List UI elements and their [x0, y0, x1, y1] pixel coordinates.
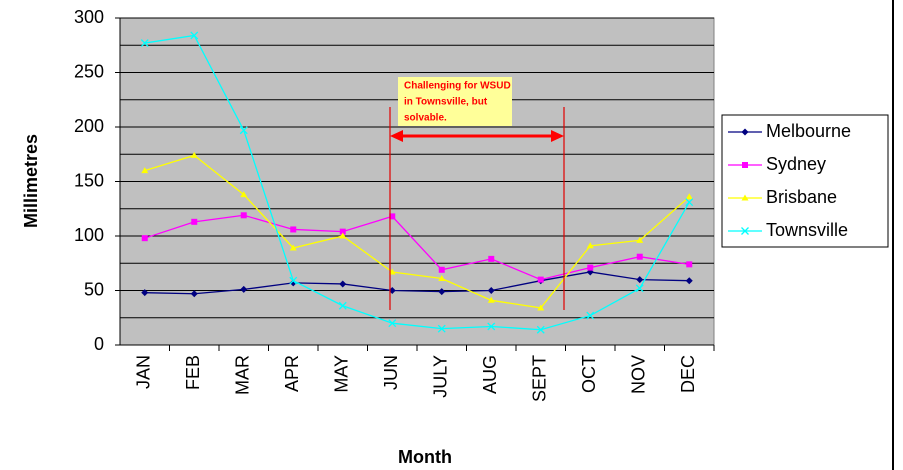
- marker: [438, 288, 446, 296]
- marker: [240, 212, 247, 219]
- marker: [339, 228, 346, 235]
- marker: [437, 324, 446, 333]
- y-tick-label: 50: [84, 279, 104, 299]
- marker: [537, 276, 544, 283]
- y-axis-title: Millimetres: [21, 134, 41, 228]
- x-tick-label: MAY: [332, 355, 352, 393]
- marker: [636, 276, 644, 284]
- marker: [339, 232, 347, 239]
- marker: [240, 285, 248, 293]
- x-tick-label: NOV: [629, 355, 649, 394]
- annotation: solvable.: [404, 113, 447, 124]
- x-tick-label: JAN: [134, 355, 154, 389]
- marker: [537, 304, 545, 311]
- marker: [685, 277, 693, 285]
- marker: [686, 261, 693, 268]
- marker: [190, 151, 198, 158]
- marker: [636, 236, 644, 243]
- marker: [388, 319, 397, 328]
- y-tick-label: 250: [74, 61, 104, 81]
- marker: [488, 255, 495, 262]
- marker: [487, 322, 496, 331]
- legend-label: Townsville: [766, 220, 848, 240]
- marker: [741, 227, 749, 235]
- x-tick-label: FEB: [183, 355, 203, 390]
- legend-label: Melbourne: [766, 121, 851, 141]
- marker: [389, 213, 396, 220]
- y-tick-label: 200: [74, 116, 104, 136]
- marker: [636, 253, 643, 260]
- series-line: [144, 154, 690, 309]
- marker: [339, 280, 347, 288]
- marker: [685, 198, 694, 207]
- x-tick-label: APR: [282, 355, 302, 392]
- legend: [721, 114, 889, 248]
- marker: [140, 39, 149, 48]
- x-tick-label: DEC: [678, 355, 698, 393]
- marker: [587, 264, 594, 271]
- marker: [487, 287, 495, 294]
- marker: [438, 266, 445, 273]
- x-tick-label: MAR: [233, 355, 253, 395]
- marker: [536, 325, 545, 334]
- marker: [742, 162, 748, 168]
- marker: [190, 31, 199, 40]
- marker: [289, 276, 298, 285]
- marker: [685, 193, 693, 200]
- series-line: [144, 271, 690, 295]
- marker: [239, 126, 248, 135]
- x-tick-label: SEPT: [530, 355, 550, 402]
- marker: [741, 194, 749, 201]
- series-line: [144, 214, 690, 281]
- marker: [438, 275, 446, 282]
- y-tick-label: 100: [74, 225, 104, 245]
- marker: [586, 242, 594, 249]
- marker: [338, 301, 347, 310]
- x-tick-label: OCT: [579, 355, 599, 393]
- annotation: Challenging for WSUD: [404, 81, 511, 92]
- marker: [289, 244, 297, 251]
- x-axis-title: Month: [398, 447, 452, 467]
- marker: [141, 167, 149, 174]
- x-tick-label: JULY: [431, 355, 451, 398]
- series-line: [144, 34, 690, 331]
- arrow-head: [390, 130, 403, 142]
- marker: [240, 191, 248, 198]
- y-tick-label: 150: [74, 170, 104, 190]
- marker: [141, 289, 149, 297]
- marker: [290, 226, 297, 233]
- y-tick-label: 0: [94, 334, 104, 354]
- annotation-box: [398, 77, 512, 126]
- marker: [190, 290, 198, 298]
- marker: [191, 218, 198, 225]
- arrow-head: [551, 130, 564, 142]
- legend-label: Brisbane: [766, 187, 837, 207]
- marker: [487, 296, 495, 303]
- marker: [141, 235, 148, 242]
- marker: [741, 128, 749, 136]
- marker: [635, 284, 644, 293]
- x-tick-label: JUN: [381, 355, 401, 390]
- legend-label: Sydney: [766, 154, 826, 174]
- annotation: in Townsville, but: [404, 97, 488, 108]
- x-tick-label: AUG: [480, 355, 500, 394]
- marker: [586, 311, 595, 320]
- y-tick-label: 300: [74, 7, 104, 27]
